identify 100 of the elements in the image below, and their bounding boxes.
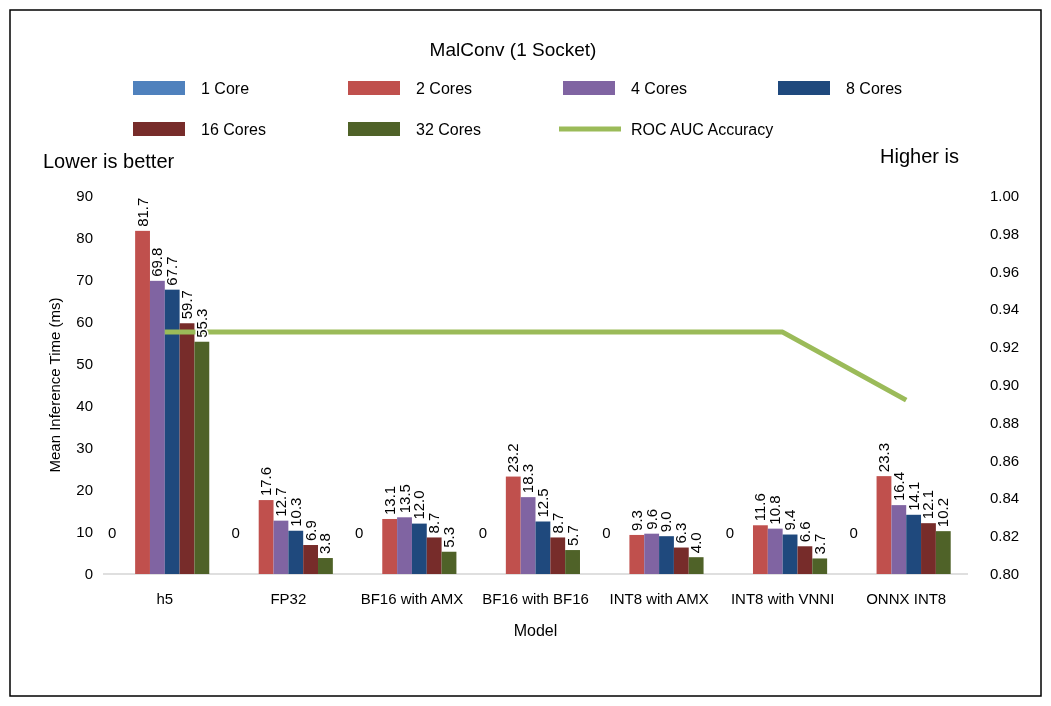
legend-label: 32 Cores (416, 121, 481, 138)
data-label: 14.1 (904, 481, 922, 511)
bar (891, 505, 907, 574)
data-label: 3.7 (810, 533, 828, 555)
bar (194, 341, 210, 574)
bar (659, 536, 674, 574)
annotation: 0 (231, 524, 240, 541)
y2-tick-label: 1.00 (990, 187, 1020, 204)
bar (179, 323, 195, 574)
bar (164, 289, 180, 574)
annotation: 0 (478, 524, 488, 541)
data-label: 8.7 (548, 512, 566, 534)
legend-label: 8 Cores (846, 80, 903, 97)
data-label: 13.5 (395, 484, 413, 514)
x-tick-label: BF16 with BF16 (482, 590, 589, 607)
bar (535, 521, 551, 574)
data-label: 81.7 (133, 197, 151, 227)
text: Higher is (880, 145, 959, 167)
data-label: 9.6 (642, 508, 660, 530)
bar (258, 500, 274, 574)
bar (673, 547, 689, 574)
y2-tick-label: 0.98 (990, 224, 1020, 242)
data-label: 8.7 (425, 512, 443, 534)
data-label: 16.4 (889, 471, 907, 502)
y2-tick-label: 0.86 (990, 451, 1020, 469)
data-label: 11.6 (751, 493, 769, 522)
legend-label: ROC AUC Accuracy (631, 121, 774, 138)
bar (411, 523, 427, 574)
x-axis-title: Model (513, 622, 558, 639)
y2-tick-label: 0.84 (990, 489, 1020, 507)
x-tick-label: FP32 (270, 590, 307, 607)
bar (752, 525, 768, 574)
bar (797, 546, 813, 574)
y2-tick-label: 0.82 (990, 527, 1020, 545)
data-label: 3.8 (316, 533, 334, 555)
data-label: 4.0 (687, 532, 705, 554)
bar (288, 530, 304, 574)
bar (565, 550, 580, 574)
x-tick-label: BF16 with AMX (360, 590, 464, 607)
bar (876, 476, 892, 574)
bar (441, 551, 457, 574)
bar (303, 545, 319, 574)
annotation: 0 (725, 524, 735, 541)
bar (782, 534, 798, 574)
data-label: 10.8 (766, 495, 784, 525)
bar (629, 534, 645, 574)
y2-tick-label: 0.88 (990, 413, 1020, 431)
data-label: 5.3 (440, 526, 457, 548)
bar (382, 518, 398, 574)
y2-tick-label: 0.80 (990, 565, 1020, 582)
bar (520, 497, 536, 574)
data-label: 6.3 (672, 522, 690, 544)
x-tick-label: h5 (156, 590, 174, 607)
legend-label: 16 Cores (201, 121, 266, 138)
y-tick-label: 40 (76, 397, 93, 414)
y2-tick-label: 0.92 (990, 338, 1020, 356)
data-label: 69.8 (148, 247, 166, 277)
data-label: 12.0 (410, 490, 428, 520)
bar (921, 523, 936, 574)
bar (505, 476, 521, 574)
y-tick-label: 80 (76, 229, 93, 246)
y-tick-label: 50 (76, 355, 93, 372)
chart-title: MalConv (1 Socket) (429, 39, 597, 60)
legend-label: 2 Cores (416, 80, 473, 97)
bar (397, 517, 412, 574)
bar (550, 537, 566, 574)
y2-tick-label: 0.90 (990, 376, 1020, 393)
bar (318, 558, 333, 574)
legend-label: 1 Core (201, 80, 250, 97)
bar (644, 533, 660, 574)
bar (135, 230, 150, 574)
data-label: 6.9 (301, 520, 319, 542)
annotation: 0 (107, 524, 117, 541)
data-label: 5.7 (563, 525, 581, 547)
x-tick-label: INT8 with AMX (609, 590, 709, 607)
bar (906, 514, 922, 574)
legend-label: 4 Cores (631, 80, 688, 97)
data-label: 23.2 (504, 443, 522, 473)
bar (149, 280, 165, 574)
data-label: 12.1 (919, 489, 937, 520)
y-tick-label: 0 (84, 565, 93, 582)
data-label: 13.1 (380, 485, 398, 515)
bar (812, 558, 828, 574)
x-tick-label: ONNX INT8 (866, 590, 947, 607)
y-tick-label: 10 (76, 523, 93, 540)
y-tick-label: 60 (76, 313, 93, 330)
y2-tick-label: 0.96 (990, 262, 1020, 280)
bar (767, 528, 783, 574)
annotation: 0 (849, 524, 858, 541)
data-label: 9.0 (657, 511, 675, 533)
bar (426, 537, 442, 574)
y-tick-label: 20 (76, 481, 93, 498)
annotation: 0 (355, 524, 364, 541)
y-tick-label: 90 (76, 187, 93, 204)
bar (273, 520, 289, 574)
bar (935, 531, 951, 574)
x-tick-label: INT8 with VNNI (730, 590, 835, 607)
data-label: 67.7 (163, 256, 181, 286)
bar (688, 557, 704, 574)
data-label: 10.2 (934, 497, 952, 528)
